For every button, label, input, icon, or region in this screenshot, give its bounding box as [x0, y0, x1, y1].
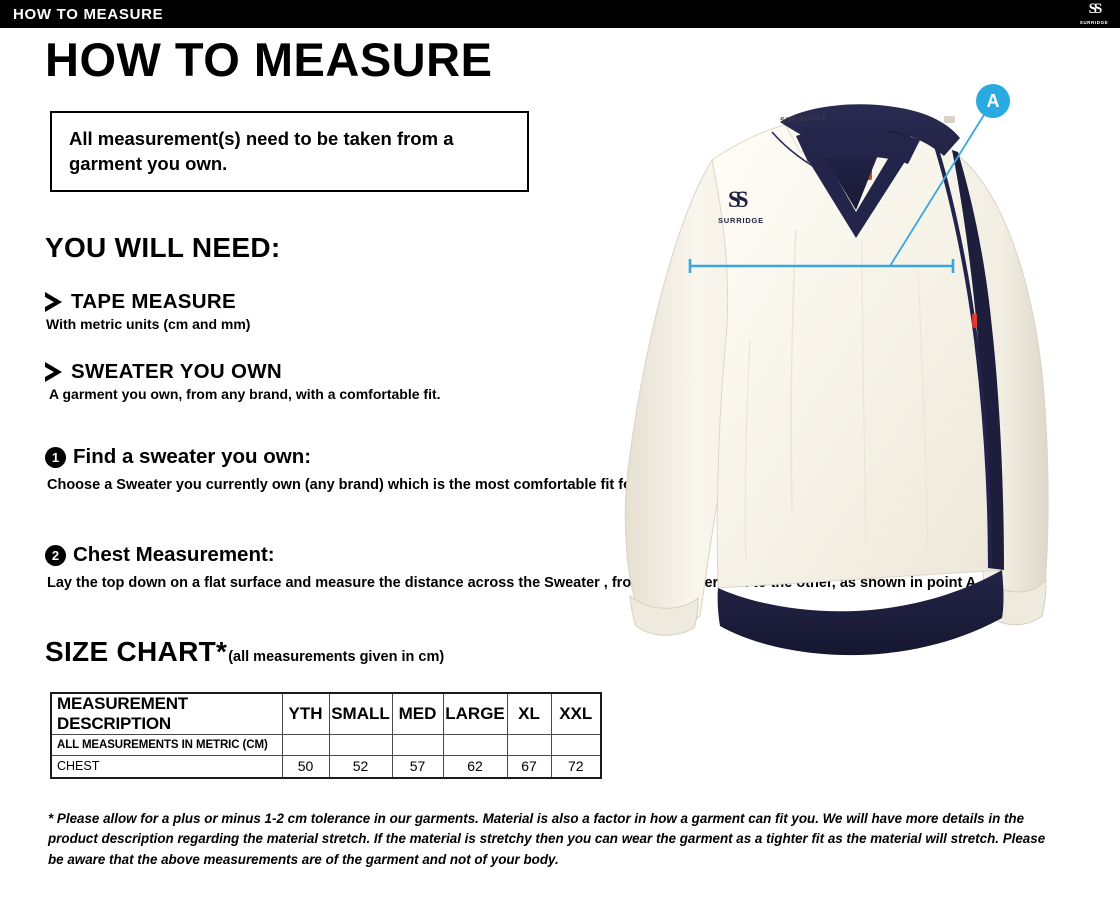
size-chart-heading: SIZE CHART* (all measurements given in c…	[45, 636, 444, 668]
chest-logo-mark: SS	[728, 187, 748, 212]
step-body: Choose a Sweater you currently own (any …	[47, 477, 672, 493]
column-header-med: MED	[391, 692, 444, 735]
column-header-description: MEASUREMENT DESCRIPTION	[50, 692, 283, 735]
surridge-logo-wordmark: SURRIDGE	[1079, 20, 1109, 25]
cell-value	[550, 734, 602, 756]
table-row: CHEST 50 52 57 62 67 72	[50, 755, 602, 778]
marker-leader-line	[889, 101, 993, 267]
cell-value	[281, 734, 330, 756]
size-chart-heading-main: SIZE CHART*	[45, 636, 228, 667]
step-find-sweater: 1 Find a sweater you own: Choose a Sweat…	[45, 445, 671, 495]
size-chart-heading-note: (all measurements given in cm)	[228, 649, 445, 665]
need-item-tape-measure: TAPE MEASURE With metric units (cm and m…	[45, 290, 250, 332]
cell-value	[506, 734, 552, 756]
tolerance-footnote: * Please allow for a plus or minus 1-2 c…	[48, 811, 1046, 867]
table-header-row: MEASUREMENT DESCRIPTION YTH SMALL MED LA…	[50, 692, 602, 735]
cell-value: 67	[506, 755, 552, 778]
cell-value: 50	[281, 755, 330, 778]
chest-measurement-line	[688, 259, 955, 273]
you-will-need-heading: YOU WILL NEED:	[45, 232, 281, 263]
step-number-badge: 1	[45, 446, 66, 468]
column-header-small: SMALL	[328, 692, 393, 735]
column-header-large: LARGE	[442, 692, 508, 735]
surridge-logo: SS SURRIDGE	[1076, 1, 1112, 27]
need-item-subtitle: A garment you own, from any brand, with …	[49, 386, 441, 402]
sweater-photo-graphic	[624, 101, 1049, 656]
need-item-title: TAPE MEASURE	[71, 290, 236, 313]
chest-surridge-logo: SS SURRIDGE	[718, 188, 778, 234]
triangle-bullet-icon	[45, 292, 62, 312]
need-item-title: SWEATER YOU OWN	[71, 360, 283, 383]
size-chart-table: MEASUREMENT DESCRIPTION YTH SMALL MED LA…	[50, 692, 602, 779]
cell-value: 57	[391, 755, 444, 778]
cell-value: 62	[442, 755, 508, 778]
step-title: Find a sweater you own:	[73, 445, 312, 468]
table-row: ALL MEASUREMENTS IN METRIC (CM)	[50, 734, 602, 756]
top-header-bar: HOW TO MEASURE SS SURRIDGE	[0, 0, 1120, 28]
need-item-sweater: SWEATER YOU OWN A garment you own, from …	[45, 360, 441, 402]
need-item-subtitle: With metric units (cm and mm)	[46, 316, 251, 332]
page-title: HOW TO MEASURE	[45, 33, 493, 86]
row-label-chest: CHEST	[50, 755, 283, 778]
cell-value	[328, 734, 393, 756]
callout-text: All measurement(s) need to be taken from…	[69, 127, 454, 174]
cell-value	[391, 734, 444, 756]
step-number-badge: 2	[45, 544, 66, 566]
step-title: Chest Measurement:	[73, 543, 275, 566]
cell-value: 52	[328, 755, 393, 778]
garment-illustration: A SS SURRIDGE SURRIDGE	[600, 40, 1120, 680]
chest-logo-wordmark: SURRIDGE	[718, 216, 764, 225]
cell-value	[442, 734, 508, 756]
triangle-bullet-icon	[45, 362, 62, 382]
column-header-xxl: XXL	[550, 692, 602, 735]
row-label-metric-note: ALL MEASUREMENTS IN METRIC (CM)	[50, 734, 283, 756]
surridge-logo-mark: SS	[1088, 1, 1103, 17]
callout-box: All measurement(s) need to be taken from…	[50, 111, 529, 192]
column-header-yth: YTH	[281, 692, 330, 735]
measurement-point-a-marker: A	[976, 84, 1010, 118]
top-header-title: HOW TO MEASURE	[13, 6, 164, 23]
column-header-xl: XL	[506, 692, 552, 735]
cell-value: 72	[550, 755, 602, 778]
